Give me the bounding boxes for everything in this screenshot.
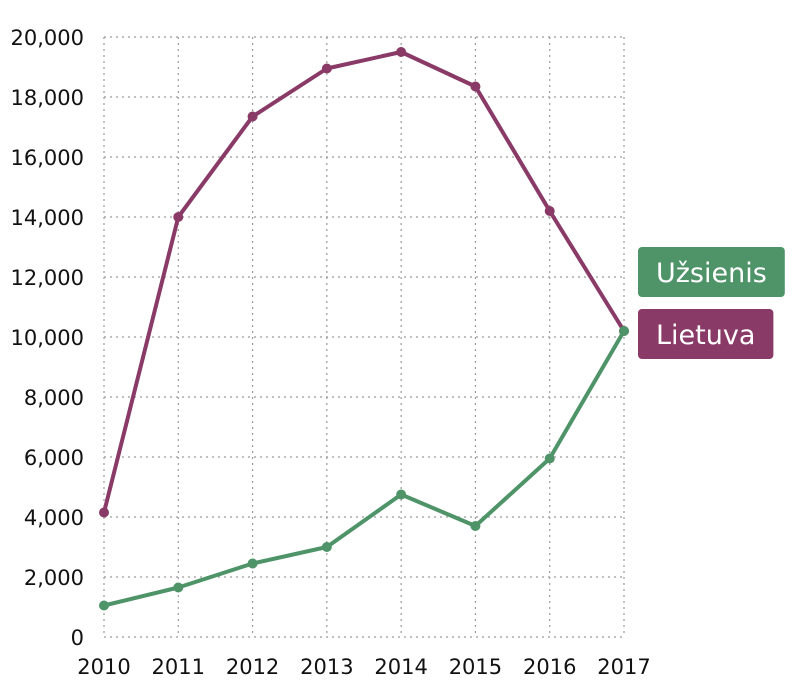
x-tick-label: 2012: [226, 655, 279, 679]
legend-swatch-lietuva: [638, 309, 774, 359]
x-tick-label: 2011: [152, 655, 205, 679]
legend-label-lietuva: Lietuva: [656, 320, 755, 351]
y-tick-label: 2,000: [24, 566, 84, 590]
y-tick-label: 10,000: [11, 326, 84, 350]
y-tick-label: 0: [71, 626, 84, 650]
data-point-u-sienis: [173, 582, 184, 593]
data-point-lietuva: [321, 63, 332, 74]
y-tick-label: 12,000: [11, 266, 84, 290]
y-axis: 0 2,000 4,000 6,000 8,000 10,000 12,000 14,000 1…: [11, 26, 84, 650]
legend: Užsienis Lietuva: [638, 247, 785, 359]
legend-label-u-sienis: Užsienis: [656, 258, 767, 289]
data-point-lietuva: [396, 47, 407, 57]
data-point-u-sienis: [99, 600, 109, 611]
x-tick-label: 2017: [597, 655, 650, 679]
x-tick-label: 2016: [523, 655, 576, 679]
data-point-u-sienis: [619, 326, 629, 336]
y-tick-label: 18,000: [11, 86, 84, 110]
x-tick-label: 2015: [449, 655, 502, 679]
y-tick-label: 4,000: [24, 506, 84, 530]
data-point-u-sienis: [247, 558, 258, 569]
data-point-lietuva: [544, 206, 555, 216]
y-tick-label: 6,000: [24, 446, 84, 470]
data-point-u-sienis: [321, 542, 332, 552]
data-point-lietuva: [247, 111, 258, 122]
data-point-lietuva: [99, 507, 109, 518]
y-tick-label: 16,000: [11, 146, 84, 170]
data-point-u-sienis: [470, 521, 481, 531]
y-tick-label: 20,000: [11, 26, 84, 50]
x-axis: 2010 2011 2012 2013 2014 2015 2016 2017: [77, 655, 650, 679]
x-tick-label: 2013: [300, 655, 353, 679]
data-point-lietuva: [173, 212, 184, 222]
x-tick-label: 2010: [77, 655, 130, 679]
data-point-u-sienis: [396, 489, 407, 500]
series-group: [99, 47, 629, 611]
y-tick-label: 8,000: [24, 386, 84, 410]
x-tick-label: 2014: [374, 655, 427, 679]
series-line-u-sienis: [102, 329, 626, 608]
grid: [103, 36, 625, 638]
series-line-lietuva: [102, 50, 626, 515]
data-point-lietuva: [470, 81, 481, 92]
data-point-u-sienis: [544, 453, 555, 464]
y-tick-label: 14,000: [11, 206, 84, 230]
legend-swatch-u-sienis: [638, 247, 785, 297]
